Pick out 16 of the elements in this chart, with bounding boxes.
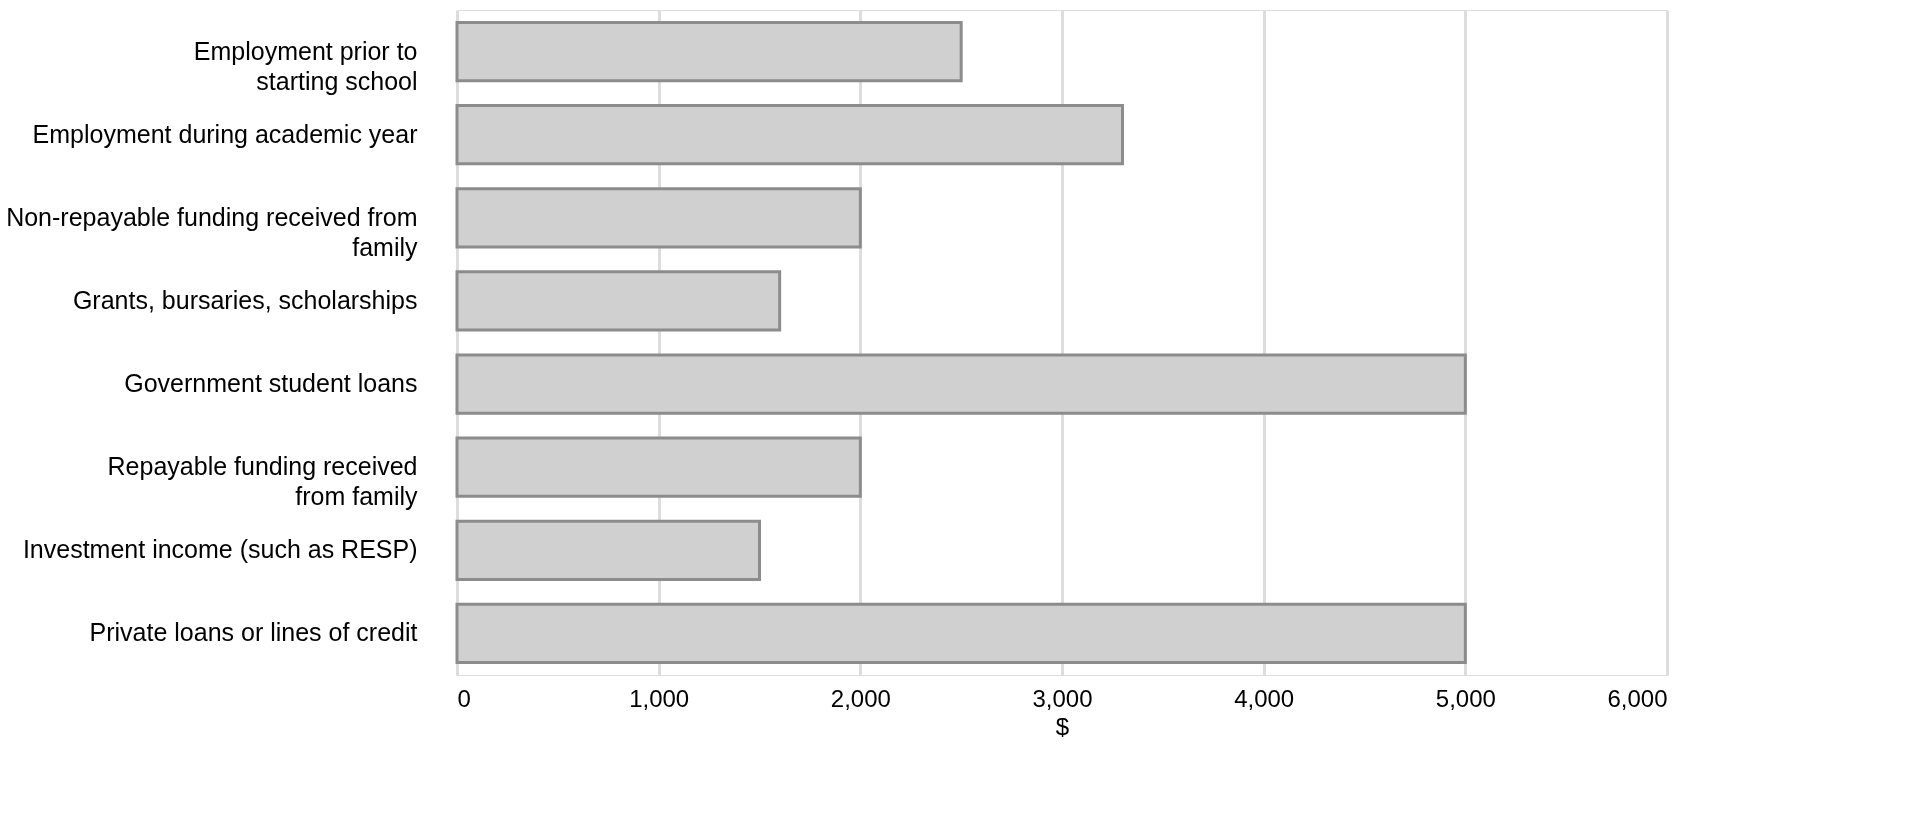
y-tick-label: Investment income (such as RESP) (22, 535, 418, 564)
x-axis-title: $ (1055, 712, 1070, 740)
x-tick-label: 3,000 (1032, 684, 1093, 712)
y-tick-label: Private loans or lines of credit (89, 618, 418, 647)
y-tick-label: Government student loans (124, 369, 418, 398)
x-tick-label: 4,000 (1234, 684, 1295, 712)
y-tick-label: Repayable funding received from family (107, 452, 418, 511)
y-tick-label: Employment during academic year (32, 119, 418, 148)
y-tick-label: Grants, bursaries, scholarships (72, 285, 418, 314)
x-tick-label: 2,000 (830, 684, 891, 712)
y-tick-label: Non-repayable funding received from family (6, 202, 418, 261)
x-tick-label: 1,000 (629, 684, 690, 712)
x-tick-label: 0 (457, 684, 471, 712)
x-tick-label: 5,000 (1435, 684, 1496, 712)
x-tick-label: 6,000 (1607, 684, 1668, 712)
y-tick-label: Employment prior to starting school (193, 36, 418, 95)
